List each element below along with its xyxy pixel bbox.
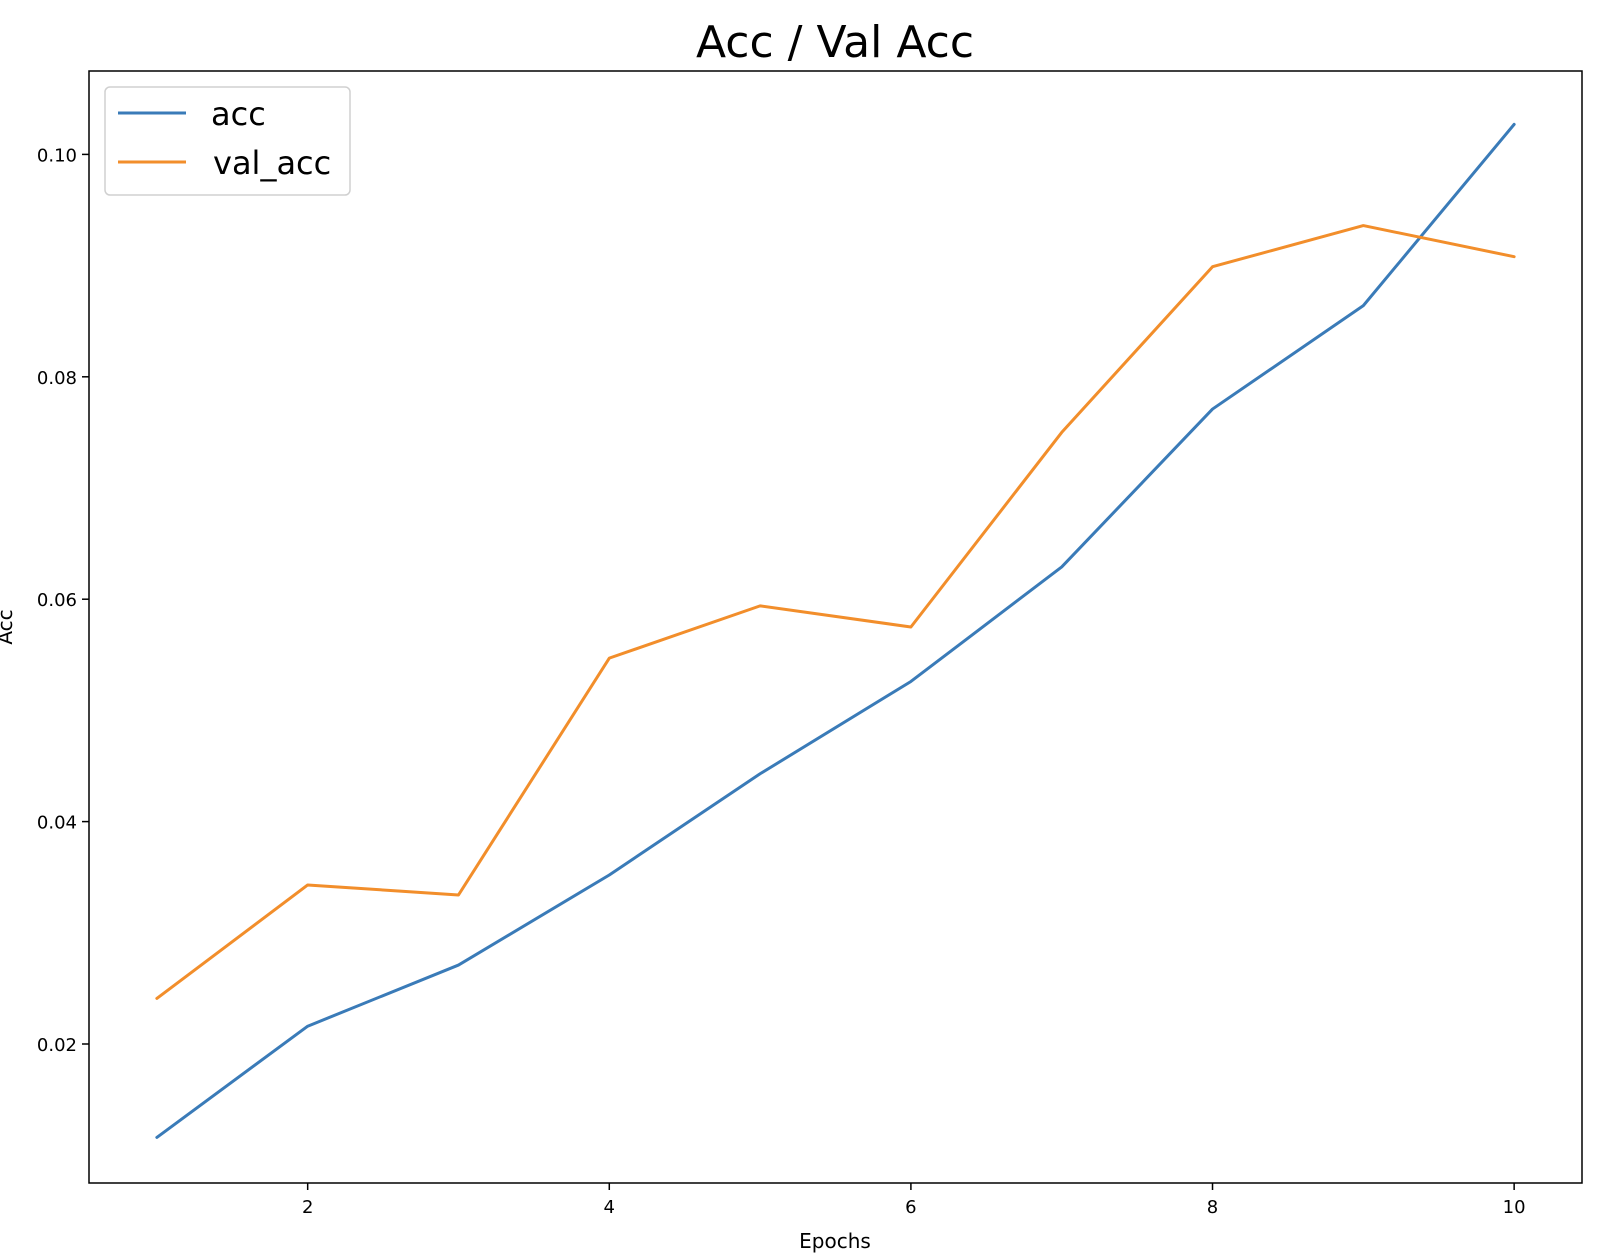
x-axis-ticks: 2 4 6 8 10: [302, 1183, 1526, 1218]
series-line-acc: [155, 122, 1516, 1139]
x-tick-label: 8: [1207, 1197, 1218, 1218]
y-axis-ticks: 0.02 0.04 0.06 0.08 0.10: [37, 145, 89, 1056]
x-tick-label: 10: [1503, 1197, 1526, 1218]
x-tick-label: 2: [302, 1197, 313, 1218]
x-axis-label: Epochs: [799, 1229, 871, 1253]
series-lines: [155, 122, 1516, 1139]
y-tick-label: 0.06: [37, 590, 77, 611]
x-tick-label: 6: [905, 1197, 916, 1218]
y-tick-label: 0.10: [37, 145, 77, 166]
y-tick-label: 0.02: [37, 1035, 77, 1056]
chart-title: Acc / Val Acc: [696, 17, 974, 68]
legend-label-acc: acc: [211, 95, 266, 133]
plot-background: [89, 71, 1582, 1183]
legend-label-val-acc: val_acc: [213, 144, 331, 182]
x-tick-label: 4: [604, 1197, 615, 1218]
y-tick-label: 0.04: [37, 813, 77, 834]
y-tick-label: 0.08: [37, 368, 77, 389]
series-line-val-acc: [155, 224, 1516, 1000]
y-axis-label: Acc: [0, 609, 17, 644]
legend: acc val_acc: [104, 86, 351, 196]
plot-frame: [88, 70, 1583, 1184]
